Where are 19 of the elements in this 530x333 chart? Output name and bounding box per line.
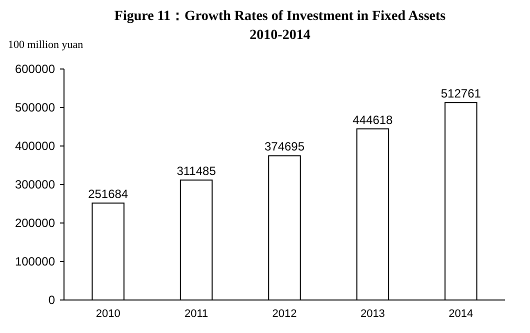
x-tick-label: 2010 <box>96 308 120 320</box>
y-tick-label: 600000 <box>14 62 56 76</box>
data-label: 251684 <box>88 187 128 202</box>
y-tick-label: 500000 <box>14 100 56 114</box>
y-tick-label: 0 <box>48 293 56 307</box>
data-label: 311485 <box>176 164 216 178</box>
data-label: 374695 <box>264 140 305 154</box>
y-tick-label: 200000 <box>14 216 56 230</box>
x-tick-label: 2013 <box>360 308 385 320</box>
x-tick-label: 2014 <box>448 308 474 320</box>
data-label: 444618 <box>352 112 394 127</box>
data-label: 512761 <box>440 86 482 101</box>
y-tick-label: 400000 <box>14 139 56 153</box>
x-tick-label: 2011 <box>184 308 208 320</box>
chart-title: Figure 11：Growth Rates of Investment in Fixed Assets 2010-2014 <box>114 9 446 43</box>
y-axis-title: 100 million yuan <box>8 39 84 51</box>
y-tick-label: 300000 <box>14 178 56 192</box>
y-tick-label: 100000 <box>14 254 56 268</box>
x-tick-label: 2012 <box>272 308 297 320</box>
